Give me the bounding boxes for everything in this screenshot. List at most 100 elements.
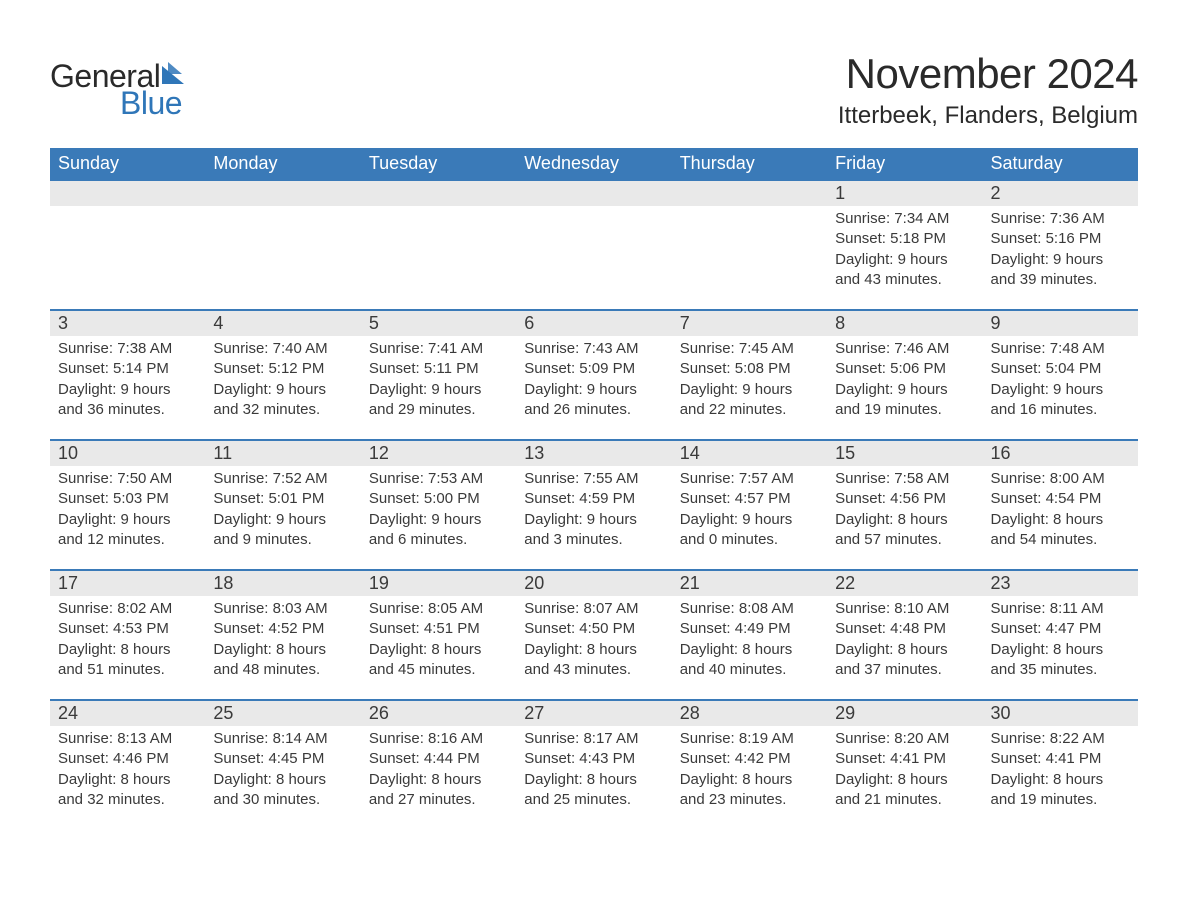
day-header: Tuesday xyxy=(361,148,516,180)
day-number: 27 xyxy=(516,701,671,726)
day-number: 12 xyxy=(361,441,516,466)
calendar-empty-cell xyxy=(50,180,205,310)
sunrise-line: Sunrise: 8:02 AM xyxy=(58,599,197,619)
calendar-day-cell: 22Sunrise: 8:10 AMSunset: 4:48 PMDayligh… xyxy=(827,570,982,700)
daylight-line: Daylight: 9 hours and 36 minutes. xyxy=(58,380,197,421)
sunset-line: Sunset: 4:45 PM xyxy=(213,749,352,769)
sunset-line: Sunset: 5:08 PM xyxy=(680,359,819,379)
sunrise-line: Sunrise: 8:13 AM xyxy=(58,729,197,749)
daylight-line: Daylight: 9 hours and 43 minutes. xyxy=(835,250,974,291)
calendar-table: SundayMondayTuesdayWednesdayThursdayFrid… xyxy=(50,148,1138,830)
day-content: Sunrise: 7:41 AMSunset: 5:11 PMDaylight:… xyxy=(361,336,516,423)
day-content: Sunrise: 8:00 AMSunset: 4:54 PMDaylight:… xyxy=(983,466,1138,553)
sunset-line: Sunset: 5:00 PM xyxy=(369,489,508,509)
logo-text-blue: Blue xyxy=(120,85,192,122)
day-header: Thursday xyxy=(672,148,827,180)
day-content: Sunrise: 8:05 AMSunset: 4:51 PMDaylight:… xyxy=(361,596,516,683)
day-number: 9 xyxy=(983,311,1138,336)
sunrise-line: Sunrise: 7:52 AM xyxy=(213,469,352,489)
sunrise-line: Sunrise: 8:19 AM xyxy=(680,729,819,749)
sunset-line: Sunset: 4:54 PM xyxy=(991,489,1130,509)
daylight-line: Daylight: 9 hours and 32 minutes. xyxy=(213,380,352,421)
day-content: Sunrise: 7:53 AMSunset: 5:00 PMDaylight:… xyxy=(361,466,516,553)
calendar-day-cell: 28Sunrise: 8:19 AMSunset: 4:42 PMDayligh… xyxy=(672,700,827,830)
day-header: Wednesday xyxy=(516,148,671,180)
day-number: 25 xyxy=(205,701,360,726)
daylight-line: Daylight: 8 hours and 32 minutes. xyxy=(58,770,197,811)
daylight-line: Daylight: 9 hours and 0 minutes. xyxy=(680,510,819,551)
sunset-line: Sunset: 4:59 PM xyxy=(524,489,663,509)
day-number: 30 xyxy=(983,701,1138,726)
sunset-line: Sunset: 5:12 PM xyxy=(213,359,352,379)
sunrise-line: Sunrise: 8:05 AM xyxy=(369,599,508,619)
calendar-day-cell: 19Sunrise: 8:05 AMSunset: 4:51 PMDayligh… xyxy=(361,570,516,700)
day-content: Sunrise: 8:17 AMSunset: 4:43 PMDaylight:… xyxy=(516,726,671,813)
calendar-body: 1Sunrise: 7:34 AMSunset: 5:18 PMDaylight… xyxy=(50,180,1138,830)
daylight-line: Daylight: 8 hours and 37 minutes. xyxy=(835,640,974,681)
calendar-empty-cell xyxy=(205,180,360,310)
day-number: 13 xyxy=(516,441,671,466)
calendar-empty-cell xyxy=(672,180,827,310)
sunset-line: Sunset: 5:11 PM xyxy=(369,359,508,379)
sunrise-line: Sunrise: 7:53 AM xyxy=(369,469,508,489)
daylight-line: Daylight: 8 hours and 21 minutes. xyxy=(835,770,974,811)
calendar-day-cell: 6Sunrise: 7:43 AMSunset: 5:09 PMDaylight… xyxy=(516,310,671,440)
sunset-line: Sunset: 4:42 PM xyxy=(680,749,819,769)
sunrise-line: Sunrise: 7:48 AM xyxy=(991,339,1130,359)
sunset-line: Sunset: 5:14 PM xyxy=(58,359,197,379)
daylight-line: Daylight: 8 hours and 40 minutes. xyxy=(680,640,819,681)
sunrise-line: Sunrise: 7:43 AM xyxy=(524,339,663,359)
day-content: Sunrise: 7:46 AMSunset: 5:06 PMDaylight:… xyxy=(827,336,982,423)
daylight-line: Daylight: 8 hours and 19 minutes. xyxy=(991,770,1130,811)
sunset-line: Sunset: 5:09 PM xyxy=(524,359,663,379)
day-content: Sunrise: 7:36 AMSunset: 5:16 PMDaylight:… xyxy=(983,206,1138,293)
sunrise-line: Sunrise: 7:38 AM xyxy=(58,339,197,359)
sunset-line: Sunset: 4:49 PM xyxy=(680,619,819,639)
sunrise-line: Sunrise: 7:41 AM xyxy=(369,339,508,359)
day-content: Sunrise: 7:40 AMSunset: 5:12 PMDaylight:… xyxy=(205,336,360,423)
location-text: Itterbeek, Flanders, Belgium xyxy=(838,102,1138,130)
daylight-line: Daylight: 8 hours and 48 minutes. xyxy=(213,640,352,681)
calendar-day-cell: 13Sunrise: 7:55 AMSunset: 4:59 PMDayligh… xyxy=(516,440,671,570)
daylight-line: Daylight: 9 hours and 12 minutes. xyxy=(58,510,197,551)
calendar-day-cell: 18Sunrise: 8:03 AMSunset: 4:52 PMDayligh… xyxy=(205,570,360,700)
day-number: 17 xyxy=(50,571,205,596)
calendar-day-cell: 30Sunrise: 8:22 AMSunset: 4:41 PMDayligh… xyxy=(983,700,1138,830)
sunset-line: Sunset: 4:41 PM xyxy=(835,749,974,769)
calendar-day-cell: 20Sunrise: 8:07 AMSunset: 4:50 PMDayligh… xyxy=(516,570,671,700)
sunset-line: Sunset: 5:03 PM xyxy=(58,489,197,509)
day-number: 29 xyxy=(827,701,982,726)
daylight-line: Daylight: 9 hours and 26 minutes. xyxy=(524,380,663,421)
day-number: 2 xyxy=(983,181,1138,206)
day-number: 11 xyxy=(205,441,360,466)
daylight-line: Daylight: 8 hours and 23 minutes. xyxy=(680,770,819,811)
sunset-line: Sunset: 4:43 PM xyxy=(524,749,663,769)
calendar-day-cell: 10Sunrise: 7:50 AMSunset: 5:03 PMDayligh… xyxy=(50,440,205,570)
daylight-line: Daylight: 9 hours and 39 minutes. xyxy=(991,250,1130,291)
calendar-day-cell: 16Sunrise: 8:00 AMSunset: 4:54 PMDayligh… xyxy=(983,440,1138,570)
sunset-line: Sunset: 5:06 PM xyxy=(835,359,974,379)
calendar-empty-cell xyxy=(516,180,671,310)
daylight-line: Daylight: 9 hours and 22 minutes. xyxy=(680,380,819,421)
calendar-week-row: 24Sunrise: 8:13 AMSunset: 4:46 PMDayligh… xyxy=(50,700,1138,830)
sunset-line: Sunset: 4:44 PM xyxy=(369,749,508,769)
day-content: Sunrise: 7:50 AMSunset: 5:03 PMDaylight:… xyxy=(50,466,205,553)
calendar-day-cell: 17Sunrise: 8:02 AMSunset: 4:53 PMDayligh… xyxy=(50,570,205,700)
calendar-day-cell: 15Sunrise: 7:58 AMSunset: 4:56 PMDayligh… xyxy=(827,440,982,570)
day-content: Sunrise: 8:20 AMSunset: 4:41 PMDaylight:… xyxy=(827,726,982,813)
calendar-day-cell: 25Sunrise: 8:14 AMSunset: 4:45 PMDayligh… xyxy=(205,700,360,830)
page-header: General Blue November 2024 Itterbeek, Fl… xyxy=(50,30,1138,140)
daylight-line: Daylight: 9 hours and 6 minutes. xyxy=(369,510,508,551)
sunrise-line: Sunrise: 7:55 AM xyxy=(524,469,663,489)
calendar-day-cell: 23Sunrise: 8:11 AMSunset: 4:47 PMDayligh… xyxy=(983,570,1138,700)
title-block: November 2024 Itterbeek, Flanders, Belgi… xyxy=(838,30,1138,140)
calendar-day-cell: 3Sunrise: 7:38 AMSunset: 5:14 PMDaylight… xyxy=(50,310,205,440)
calendar-day-cell: 26Sunrise: 8:16 AMSunset: 4:44 PMDayligh… xyxy=(361,700,516,830)
day-number: 19 xyxy=(361,571,516,596)
day-content: Sunrise: 7:52 AMSunset: 5:01 PMDaylight:… xyxy=(205,466,360,553)
day-content: Sunrise: 8:08 AMSunset: 4:49 PMDaylight:… xyxy=(672,596,827,683)
daylight-line: Daylight: 8 hours and 43 minutes. xyxy=(524,640,663,681)
day-number: 1 xyxy=(827,181,982,206)
day-content: Sunrise: 8:16 AMSunset: 4:44 PMDaylight:… xyxy=(361,726,516,813)
day-content: Sunrise: 7:55 AMSunset: 4:59 PMDaylight:… xyxy=(516,466,671,553)
